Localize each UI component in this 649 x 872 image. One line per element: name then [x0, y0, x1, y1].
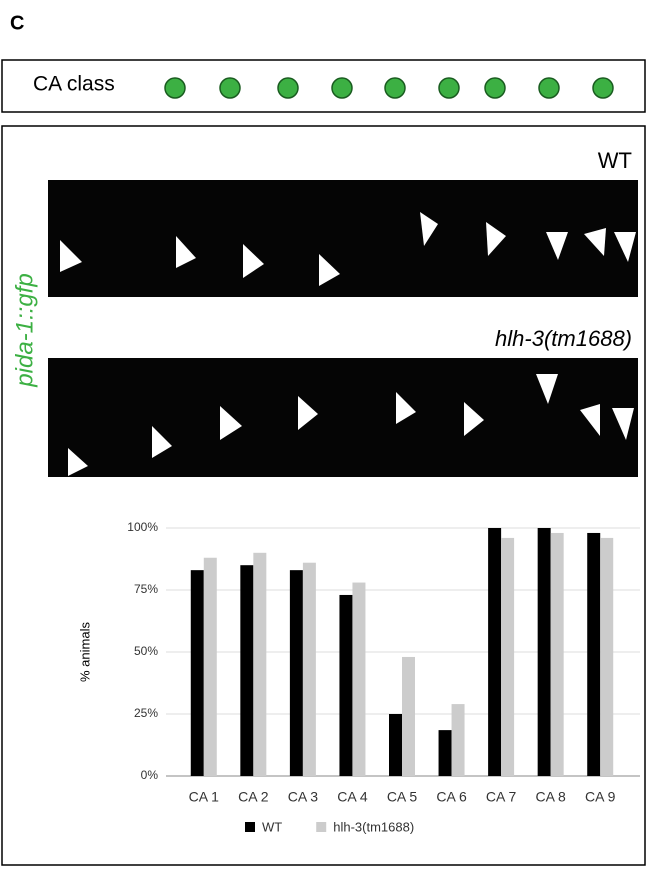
legend-label: hlh-3(tm1688) — [333, 819, 414, 834]
y-tick-label: 0% — [141, 768, 159, 782]
x-tick-label: CA 8 — [535, 789, 566, 805]
x-tick-label: CA 5 — [387, 789, 418, 805]
y-tick-label: 75% — [134, 582, 158, 596]
x-tick-label: CA 6 — [436, 789, 467, 805]
image-label: WT — [598, 148, 632, 173]
y-tick-label: 25% — [134, 706, 158, 720]
bar — [587, 533, 600, 776]
bar — [389, 714, 402, 776]
legend-swatch — [245, 822, 255, 832]
y-tick-label: 50% — [134, 644, 158, 658]
bar — [191, 570, 204, 776]
bar — [339, 595, 352, 776]
x-tick-label: CA 4 — [337, 789, 368, 805]
bar — [240, 565, 253, 776]
x-tick-label: CA 3 — [288, 789, 319, 805]
bar — [600, 538, 613, 776]
figure: C CA class WT hlh-3(tm1688) pida-1::gfp … — [0, 0, 649, 867]
class-circles — [165, 78, 613, 98]
bar — [501, 538, 514, 776]
image-label: hlh-3(tm1688) — [495, 326, 632, 351]
bar — [253, 553, 266, 776]
bar — [538, 528, 551, 776]
bar — [290, 570, 303, 776]
bar — [439, 730, 452, 776]
class-row-label: CA class — [33, 73, 115, 96]
bar — [204, 558, 217, 776]
bar — [402, 657, 415, 776]
legend-label: WT — [262, 819, 282, 834]
bar — [452, 704, 465, 776]
panel-label: C — [10, 12, 24, 34]
y-axis-label: % animals — [77, 622, 92, 682]
x-tick-label: CA 7 — [486, 789, 517, 805]
x-tick-label: CA 2 — [238, 789, 269, 805]
x-tick-label: CA 9 — [585, 789, 616, 805]
legend-swatch — [316, 822, 326, 832]
bar — [352, 583, 365, 776]
bar — [551, 533, 564, 776]
x-tick-label: CA 1 — [189, 789, 220, 805]
bar — [488, 528, 501, 776]
image-axis-label: pida-1::gfp — [11, 273, 38, 387]
bar — [303, 563, 316, 776]
y-tick-label: 100% — [127, 520, 158, 534]
